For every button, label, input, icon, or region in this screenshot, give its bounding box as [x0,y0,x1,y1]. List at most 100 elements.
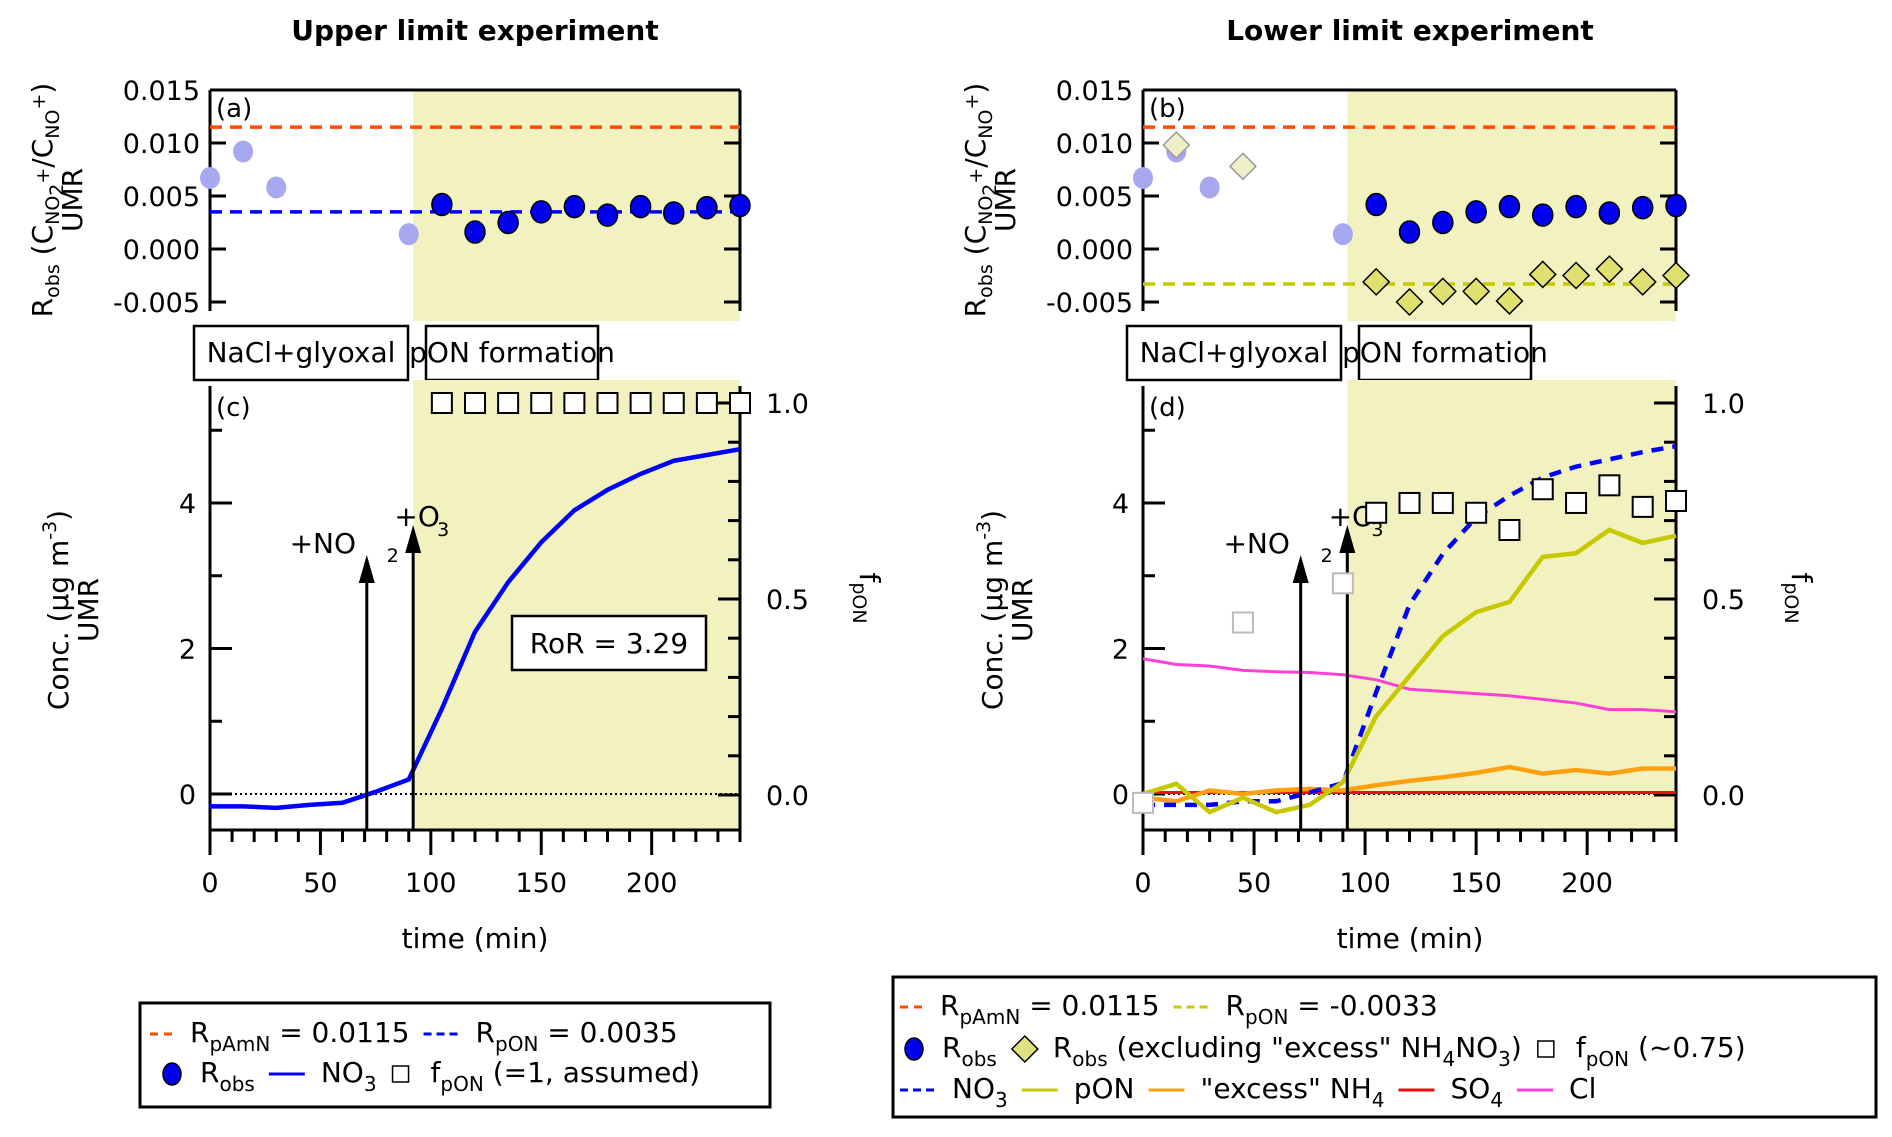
series-line-cl [1142,657,1677,714]
legend-entry: NO3 [321,1056,377,1096]
data-point-robs [497,210,519,235]
data-point-robs [1398,220,1421,244]
no2-arrow-head [358,555,375,583]
no2-arrow-head [1292,555,1309,583]
svg-text:UMR: UMR [56,168,89,232]
data-point-robs [1565,194,1587,219]
phase-label-nacl-glyoxal: NaCl+glyoxal [207,336,396,369]
y-tick-label: -0.005 [1046,288,1133,319]
annotation-no2: +NO [290,527,356,560]
data-point-robs [398,223,419,246]
panel-label: (c) [216,393,251,423]
data-point-fpon [497,392,520,414]
data-point-fpon [1598,474,1621,497]
data-point-robs [663,201,685,225]
data-point-robs [629,194,652,219]
panel-label: (a) [216,94,252,124]
annotation-no2-sub: 2 [1321,545,1333,567]
data-point-robs [1665,193,1687,218]
data-point-fpon [530,392,553,414]
ylabel-top-right: Robs (CNO2+/CNO+) UMR [959,83,1022,318]
panel-label: (d) [1149,393,1186,423]
data-point-robs [464,220,486,244]
legend-entry: Robs (excluding "excess" NH4NO3) [1053,1031,1522,1071]
legend-symbol-blue-circle [904,1037,924,1061]
panel-label: (b) [1149,94,1186,124]
legend-symbol-blue-circle [162,1062,182,1086]
legend-left: RpAmN = 0.0115 RpON = 0.0035 Robs NO3 fpON (… [138,1001,772,1109]
phase-box-pon-formation [424,324,600,382]
data-point-fpon [1231,611,1254,634]
data-point-robs [1498,194,1521,219]
y-tick-label: 0.015 [1056,76,1133,107]
panel-b: 0.015 0.010 0.005 0.000 -0.005 (b) NaCl+glyoxa… [1046,76,1691,382]
data-point-robs [1465,200,1487,224]
data-point-robs [729,193,751,218]
ylabel-bottom-right: Conc. (µg m-3) UMR [973,510,1039,710]
phase-label-pon-formation: pON formation [409,336,615,369]
annotation-o3-sub: 3 [437,519,449,541]
x-tick-label: 150 [515,868,567,899]
data-point-robs [200,166,220,189]
data-point-robs [431,192,453,217]
annotation-o3: +O [394,500,440,533]
x-tick-label: 200 [1561,868,1613,899]
ylabel-bottom-left: Conc. (µg m-3) UMR [39,510,105,710]
x-tick-label: 200 [626,868,678,899]
svg-text:UMR: UMR [989,168,1022,232]
data-point-robs-excl [1395,287,1424,317]
x-tick-label: 0 [1134,868,1151,899]
ylabel-top-left: Robs (CNO2+/CNO+) UMR [26,83,89,318]
panel-a: 0.015 0.010 0.005 0.000 -0.005 (a) NaCl+glyoxa… [113,76,751,382]
legend-entry: fpON (~0.75) [1576,1031,1746,1071]
data-point-robs [1532,203,1554,227]
svg-text:fpON: fpON [848,572,886,623]
legend-entry: RpON = -0.0033 [1226,989,1438,1029]
data-point-fpon [1665,490,1687,512]
y-tick-label: 4 [179,489,196,520]
data-point-robs [596,203,619,227]
svg-text:Conc. (µg m-3): Conc. (µg m-3) [39,510,75,710]
data-point-robs-excl [1528,260,1557,289]
svg-text:UMR: UMR [1006,578,1039,642]
data-point-robs [1631,195,1654,220]
y-tick-label: -0.005 [113,288,200,319]
y2-tick-label: 0.0 [1702,781,1745,812]
data-point-robs-excl [1495,286,1524,316]
xlabel-left: time (min) [402,922,549,955]
data-point-fpon [563,392,586,414]
data-point-robs-excl [1562,261,1591,290]
data-point-robs [1432,210,1454,235]
data-point-robs [233,140,254,163]
data-point-robs-excl [1462,277,1491,306]
phase-label-nacl-glyoxal: NaCl+glyoxal [1140,336,1329,369]
data-point-robs-excl [1162,131,1191,160]
data-point-fpon [1465,501,1488,524]
data-point-robs-excl [1428,277,1457,306]
legend-symbol-open-square [391,1065,410,1083]
legend-symbol-yellow-diamond [1010,1034,1039,1064]
data-point-robs [1199,176,1220,199]
y-tick-label: 4 [1112,489,1129,520]
data-point-fpon [729,392,751,414]
data-point-robs-excl [1228,152,1257,181]
legend-entry: RpON = 0.0035 [476,1016,678,1056]
phase-box-nacl-glyoxal [1125,324,1343,382]
data-point-fpon [464,392,486,414]
svg-text:Robs (CNO2+/CNO+): Robs (CNO2+/CNO+) [959,83,1001,318]
y-tick-label: 0.005 [1056,182,1133,213]
x-tick-label: 100 [1339,868,1391,899]
shaded-region [413,380,740,830]
legend-entry: RpAmN = 0.0115 [940,989,1160,1029]
data-point-robs-excl [1628,267,1657,296]
data-point-robs [266,176,287,199]
data-point-robs [1133,166,1153,189]
data-point-fpon [1331,572,1354,595]
data-point-fpon [1631,495,1654,518]
data-point-robs-excl [1661,261,1691,290]
legend-entry: NO3 [952,1072,1008,1112]
x-tick-label: 0 [201,868,218,899]
legend-entry: SO4 [1451,1072,1504,1112]
data-point-robs [696,195,718,220]
